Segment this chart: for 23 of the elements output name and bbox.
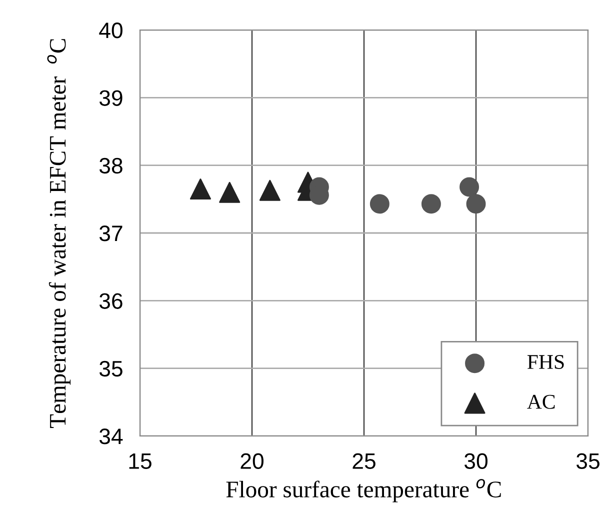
y-tick-label: 36 [99,293,122,309]
y-axis-title: Temperature of water in EFCT meter $^{o}$C [47,39,71,428]
y-tick-label: 35 [99,360,122,377]
legend-label: AC [527,394,555,409]
point [421,194,441,214]
y-tick-label: 39 [99,90,122,106]
point [259,180,280,201]
point [466,194,486,214]
point [190,178,211,200]
y-tick-label: 34 [99,428,123,444]
x-tick-label: 15 [129,453,152,469]
point [460,177,480,197]
x-axis-title: Floor surface temperature $^{o}$C [226,478,501,502]
x-tick-label: 20 [240,453,264,469]
x-tick-label: 25 [352,453,376,469]
point [370,194,390,214]
x-tick-label: 30 [464,453,488,469]
x-tick-label: 35 [576,453,600,469]
legend-label: FHS [527,354,564,369]
point [219,182,240,203]
y-tick-label: 37 [99,226,122,242]
y-tick-label: 38 [99,158,122,174]
y-tick-label: 40 [99,22,122,38]
